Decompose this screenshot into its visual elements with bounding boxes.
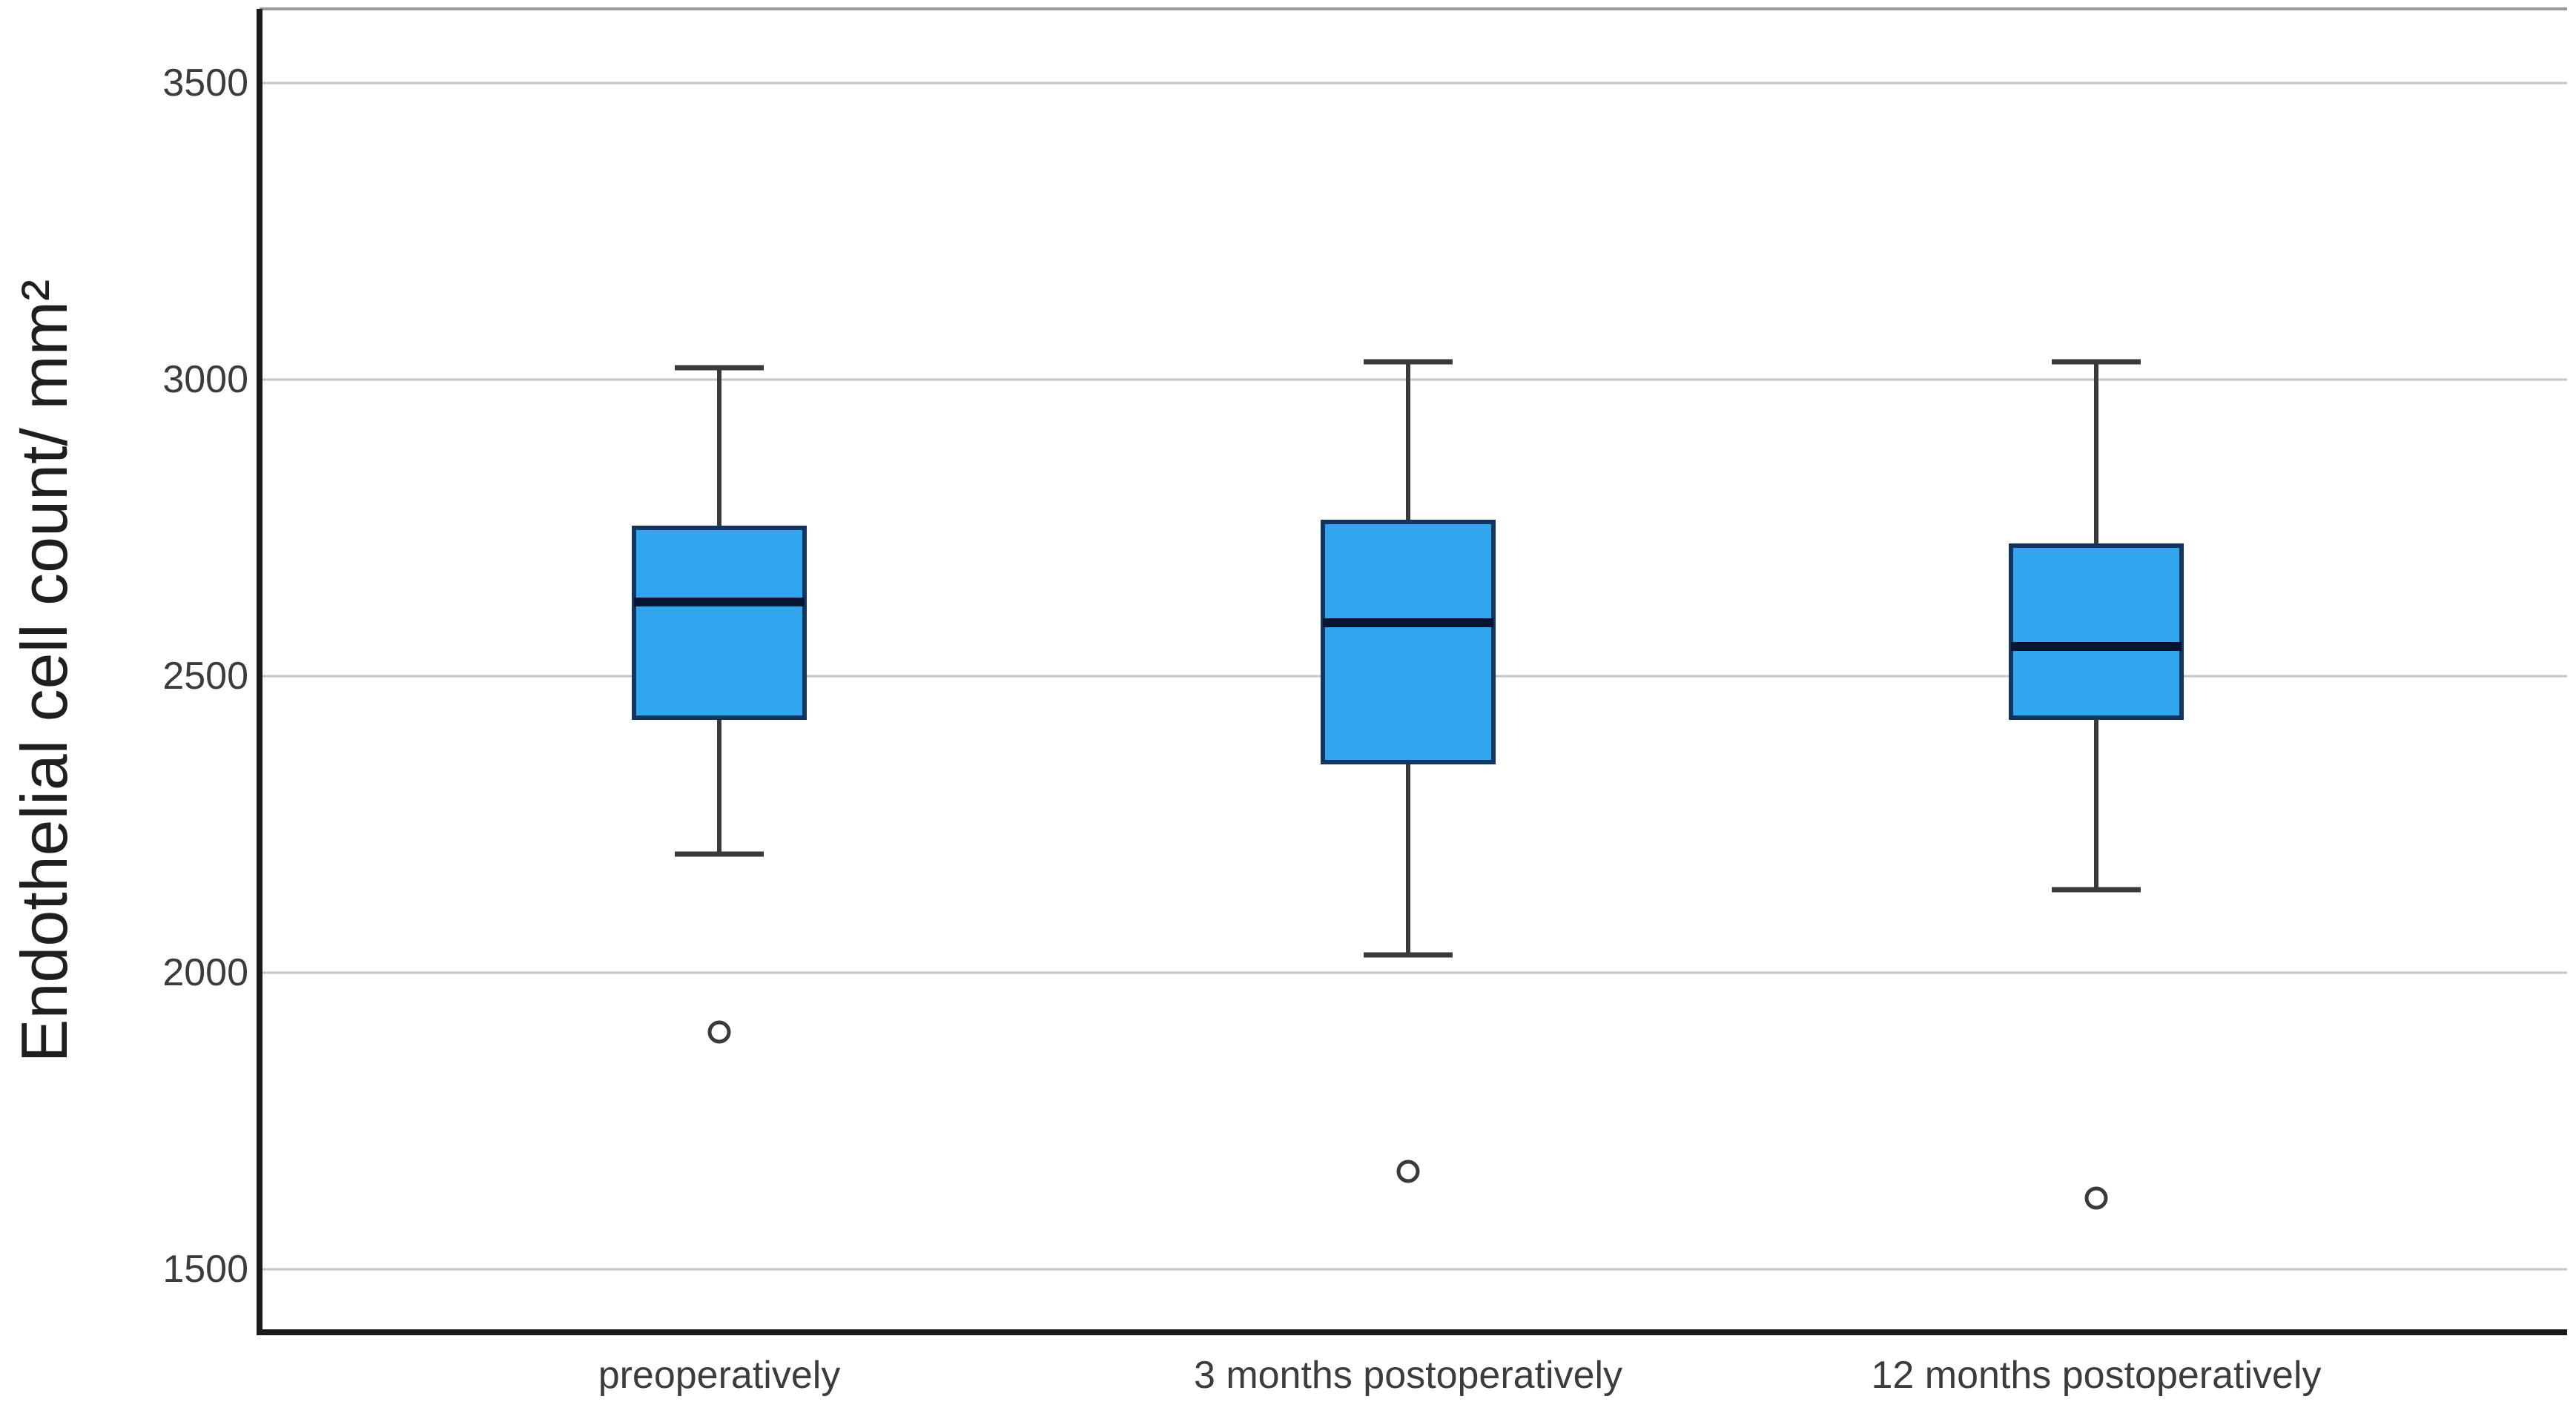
iqr-box xyxy=(632,526,807,720)
iqr-box xyxy=(1321,520,1496,764)
box-group xyxy=(1321,359,1496,1183)
y-tick-label: 3500 xyxy=(162,62,248,105)
y-tick-label: 1500 xyxy=(162,1248,248,1291)
iqr-box xyxy=(2009,543,2184,720)
x-category-label: 3 months postoperatively xyxy=(1194,1354,1622,1397)
box-series xyxy=(632,359,2184,1210)
box-group xyxy=(632,365,807,1044)
x-category-labels: preoperatively 3 months postoperatively 12… xyxy=(598,1354,2322,1397)
y-tick-label: 2000 xyxy=(162,951,248,994)
outlier-point xyxy=(2084,1186,2108,1210)
y-tick-label: 3000 xyxy=(162,358,248,401)
outlier-point xyxy=(1396,1160,1420,1183)
y-axis-title: Endothelial cell count/ mm² xyxy=(7,280,81,1062)
y-tick-label: 2500 xyxy=(162,655,248,698)
axes xyxy=(257,9,2567,1335)
x-category-label: preoperatively xyxy=(598,1354,841,1397)
outlier-point xyxy=(707,1020,731,1044)
box-group xyxy=(2009,359,2184,1210)
x-category-label: 12 months postoperatively xyxy=(1871,1354,2321,1397)
y-tick-labels: 1500 2000 2500 3000 3500 xyxy=(162,62,248,1291)
